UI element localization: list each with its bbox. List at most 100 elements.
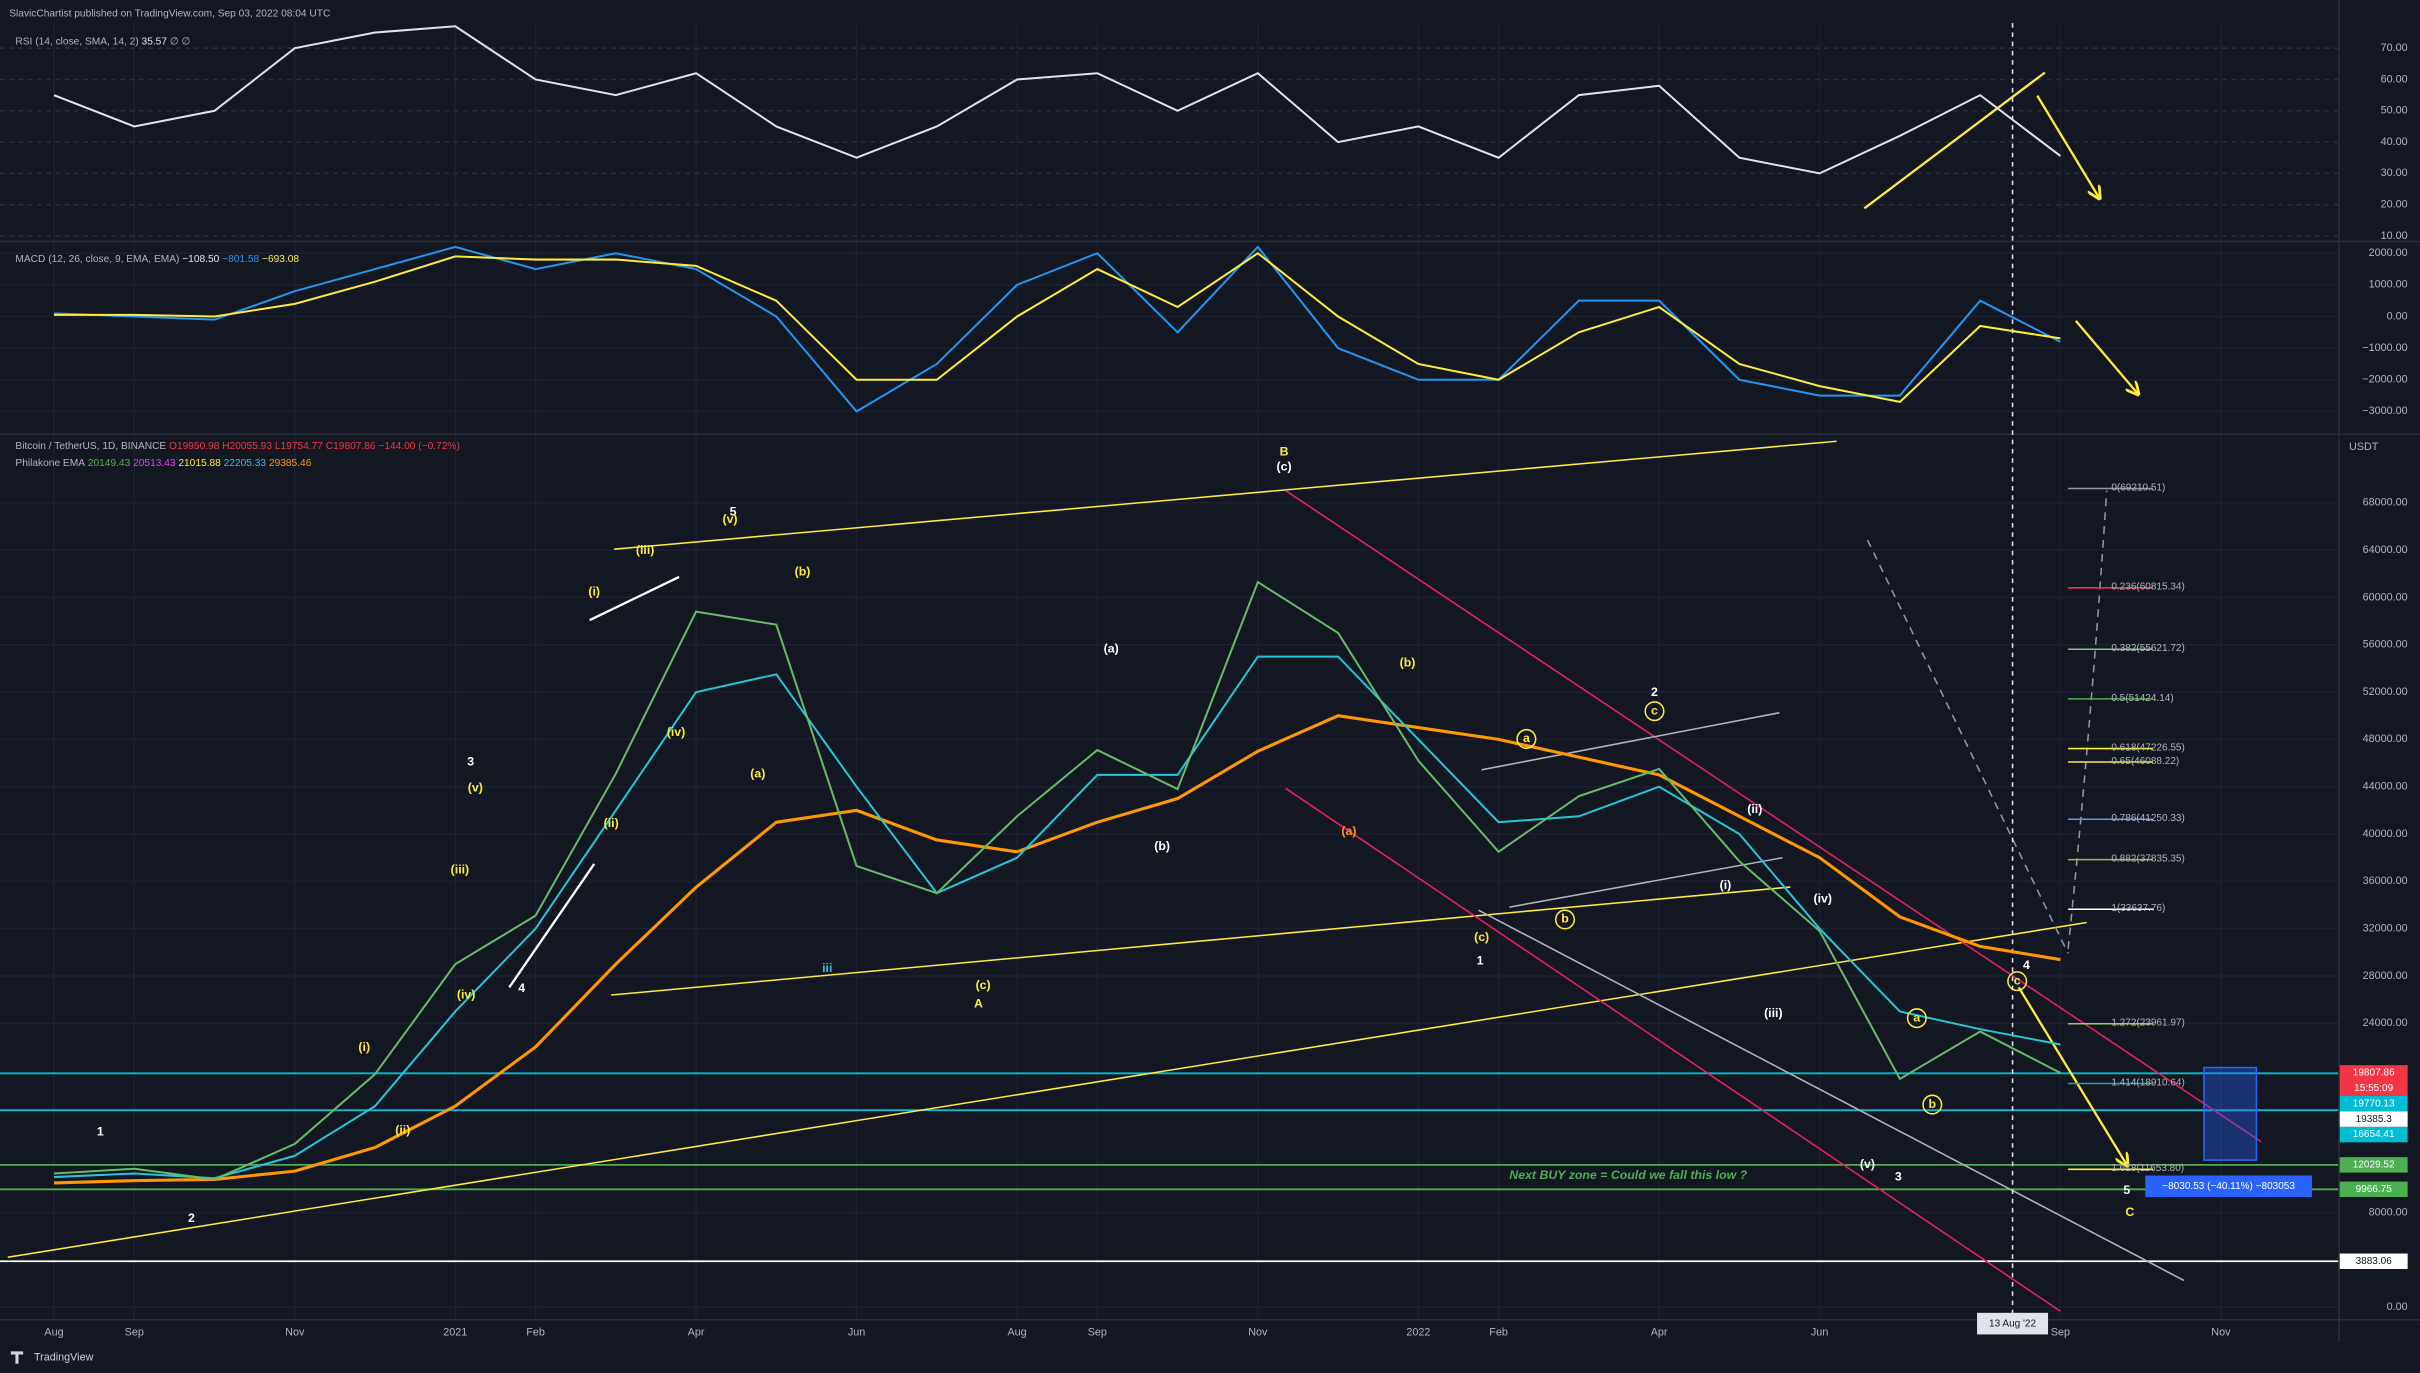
wave-label: (v) (468, 781, 483, 795)
crosshair-date-box (1977, 1312, 2049, 1335)
series-group (53, 25, 2062, 175)
indicator-value: 20513.43 (133, 457, 176, 468)
x-tick-label: Feb (1489, 1327, 1508, 1339)
zone-note: Next BUY zone = Could we fall this low ? (1509, 1168, 1747, 1182)
symbol-title: Bitcoin / TetherUS, 1D, BINANCE (15, 441, 166, 452)
y-tick-label: 32000.00 (2363, 923, 2408, 935)
wave-label: 3 (467, 754, 474, 768)
wave-label: (ii) (604, 816, 619, 830)
price-label-box (2339, 1065, 2408, 1097)
price-label: 16654.41 (2353, 1129, 2395, 1140)
x-tick-label: Jun (1811, 1327, 1828, 1339)
x-tick-label: Apr (688, 1327, 705, 1339)
wave-label: 5 (730, 504, 737, 518)
macd-legend: MACD (12, 26, close, 9, EMA, EMA) −108.5… (15, 254, 299, 265)
fib-label: 0.5(51424.14) (2111, 693, 2173, 704)
price-label-box (2339, 1181, 2408, 1197)
series-line (53, 580, 2061, 1181)
wave-label: c (2014, 973, 2021, 987)
wave-circle (1516, 728, 1537, 749)
price-label: 19385.3 (2356, 1114, 2393, 1125)
ohlc-change: −144.00 (−0.72%) (378, 441, 459, 452)
y-tick-label: −2000.00 (2362, 374, 2407, 386)
wave-label: 2 (188, 1211, 195, 1225)
wave-label: (i) (358, 1040, 370, 1054)
channel-line (1509, 856, 1783, 908)
trend-line (7, 921, 2087, 1259)
fib-label: 0.65(46088.22) (2111, 756, 2179, 767)
y-tick-label: 24000.00 (2363, 1017, 2408, 1029)
wave-label: (iii) (636, 543, 655, 557)
wave-label: (iii) (1764, 1006, 1783, 1020)
wave-label: 2 (1651, 685, 1658, 699)
wave-circle (1922, 1094, 1943, 1115)
wave-label: (iv) (667, 725, 686, 739)
price-label: 3883.06 (2356, 1256, 2393, 1267)
macd-title: MACD (12, 26, close, 9, EMA, EMA) (15, 254, 179, 265)
ohlc: C19807.86 (326, 441, 376, 452)
fib-label: 0(69210.51) (2111, 482, 2165, 493)
x-tick-label: Apr (1651, 1327, 1668, 1339)
countdown: 15:55:09 (2354, 1083, 2393, 1094)
x-tick-label: Sep (1088, 1327, 1107, 1339)
trend-line (508, 863, 596, 988)
trend-line (589, 575, 680, 622)
wave-label: 1 (97, 1125, 104, 1139)
wave-label: (b) (795, 565, 811, 579)
symbol-legend: Bitcoin / TetherUS, 1D, BINANCE O19950.9… (15, 441, 459, 452)
x-tick-label: Nov (1248, 1327, 1268, 1339)
x-tick-label: Aug (44, 1327, 63, 1339)
indicator-value: 29385.46 (269, 457, 312, 468)
fib-label: 0.382(55621.72) (2111, 643, 2185, 654)
x-tick-label: Sep (2051, 1327, 2070, 1339)
y-tick-label: −3000.00 (2362, 405, 2407, 417)
brand: TradingView (34, 1351, 94, 1363)
wave-label: (iv) (1813, 892, 1832, 906)
wave-label: b (1561, 912, 1569, 926)
wave-label: (a) (750, 767, 765, 781)
x-tick-label: 2021 (443, 1327, 467, 1339)
y-tick-label: 48000.00 (2363, 733, 2408, 745)
y-tick-label: 40000.00 (2363, 828, 2408, 840)
macd-signal-value: −693.08 (262, 254, 299, 265)
series-group (53, 245, 2061, 413)
wave-label: 1 (1477, 953, 1484, 967)
wave-label: (c) (1474, 930, 1489, 944)
wave-label: 4 (518, 981, 525, 995)
arrow (2074, 320, 2138, 394)
price-label: 9966.75 (2356, 1184, 2393, 1195)
wave-label: iii (822, 961, 832, 975)
measure-label: −8030.53 (−40.11%) −803053 (2162, 1181, 2295, 1192)
series-line (54, 251, 2061, 403)
trend-line (614, 440, 1837, 550)
indicator-value: 20149.43 (88, 457, 131, 468)
wave-label: 5 (2123, 1183, 2130, 1197)
price-label-box (2339, 1111, 2408, 1127)
y-tick-label: 50.00 (2381, 105, 2408, 117)
y-tick-label: 28000.00 (2363, 970, 2408, 982)
series-line (53, 714, 2061, 1185)
wave-circle (2007, 971, 2028, 992)
channel-line (1481, 711, 1780, 771)
wave-label: A (974, 997, 983, 1011)
fib-label: 1.618(11653.80) (2111, 1163, 2184, 1174)
x-tick-label: Aug (1007, 1327, 1026, 1339)
wave-label: (c) (1277, 460, 1292, 474)
price-label-box (2339, 1253, 2408, 1269)
x-tick-label: 2022 (1406, 1327, 1430, 1339)
publisher: SlavicChartist published on TradingView.… (9, 9, 330, 20)
y-tick-label: 1000.00 (2369, 279, 2408, 291)
x-tick-label: Nov (2211, 1327, 2231, 1339)
macd-hist-value: −108.50 (182, 254, 219, 265)
ohlc: H20055.93 (222, 441, 272, 452)
channel-line (1285, 489, 2262, 1143)
indicator-value: 21015.88 (178, 457, 221, 468)
indicator-legend: Philakone EMA 20149.43 20513.43 21015.88… (15, 457, 311, 468)
indicator-title: Philakone EMA (15, 457, 85, 468)
measure-area (2203, 1066, 2258, 1161)
grid (0, 23, 2339, 1320)
rsi-legend: RSI (14, close, SMA, 14, 2) 35.57 ∅ ∅ (15, 36, 190, 47)
series-line (53, 655, 2061, 1180)
y-tick-label: 2000.00 (2369, 247, 2408, 259)
wave-label: a (1523, 731, 1530, 745)
